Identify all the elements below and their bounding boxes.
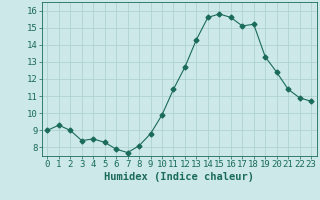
- X-axis label: Humidex (Indice chaleur): Humidex (Indice chaleur): [104, 172, 254, 182]
